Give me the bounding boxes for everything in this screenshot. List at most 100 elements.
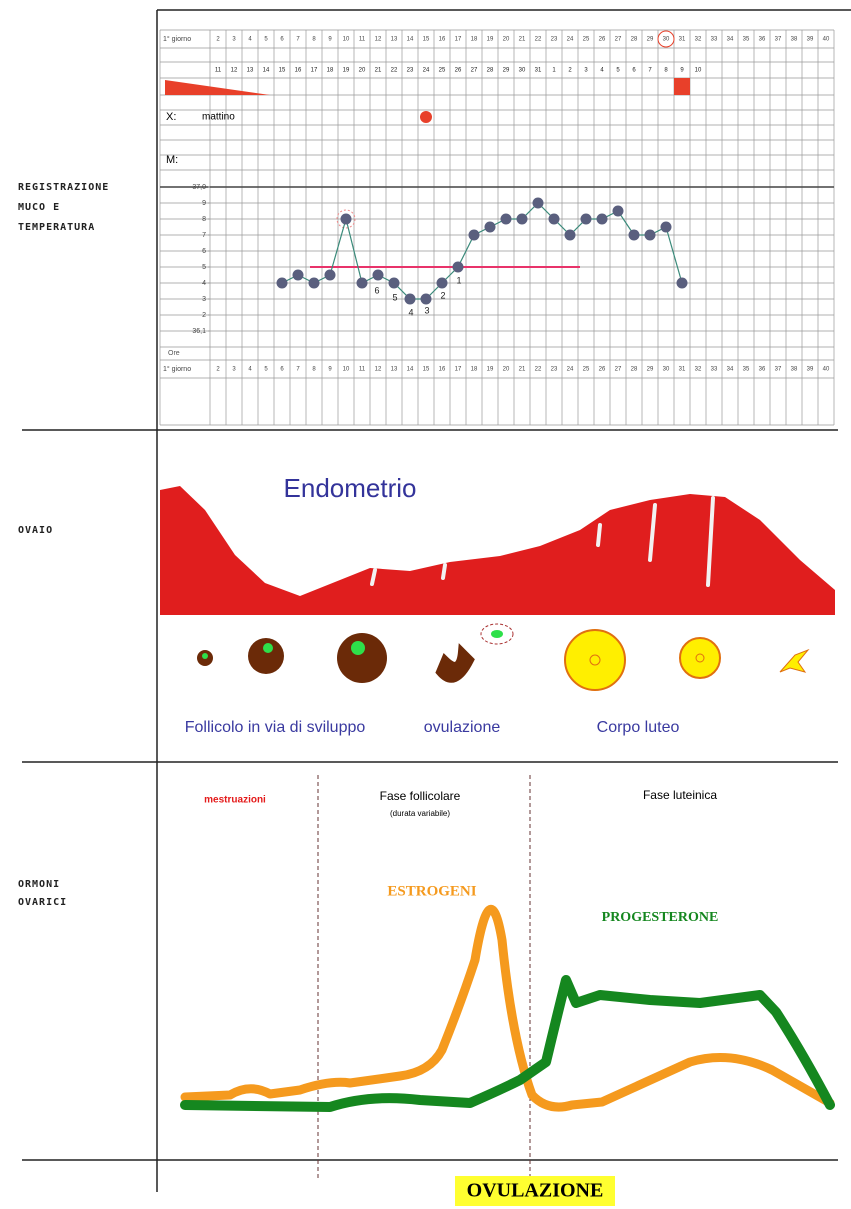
day-number: 31 (679, 367, 686, 373)
day-number: 26 (599, 37, 606, 43)
section-label: ORMONI (18, 879, 60, 890)
day-number: 29 (647, 367, 654, 373)
endometrium (160, 486, 835, 615)
day-number: 13 (391, 37, 398, 43)
day-number: 14 (407, 367, 414, 373)
y-tick-label: 6 (202, 248, 206, 255)
day-number: 2 (216, 367, 220, 373)
date-number: 11 (215, 68, 222, 74)
peak-count: 4 (408, 307, 413, 317)
day-number: 12 (375, 37, 382, 43)
day-number: 17 (455, 37, 462, 43)
date-number: 20 (359, 68, 366, 74)
section-label: MUCO E (18, 202, 60, 213)
endometrium-label: Endometrio (284, 473, 417, 503)
day-number: 10 (343, 37, 350, 43)
day-number: 20 (503, 37, 510, 43)
day-number: 4 (248, 367, 252, 373)
day-number: 16 (439, 367, 446, 373)
day-number: 12 (375, 367, 382, 373)
phase-label: Fase luteinica (643, 788, 717, 802)
day-number: 32 (695, 367, 702, 373)
y-tick-label: 3 (202, 296, 206, 303)
peak-highlight (336, 209, 356, 229)
day-number: 16 (439, 37, 446, 43)
day-number: 36 (759, 367, 766, 373)
y-tick-label: 2 (202, 312, 206, 319)
date-number: 12 (231, 68, 238, 74)
peak-count: 1 (456, 275, 461, 285)
day-number: 6 (280, 367, 284, 373)
marker-label: X: (166, 111, 176, 123)
day-number: 9 (328, 37, 332, 43)
temperature-point (420, 293, 432, 305)
footer-label: OVULAZIONE (467, 1180, 604, 1202)
day-number: 27 (615, 37, 622, 43)
day-number: 38 (791, 37, 798, 43)
day-number: 37 (775, 37, 782, 43)
peak-count: 6 (374, 285, 379, 295)
y-tick-label: 5 (202, 264, 206, 271)
day-number: 21 (519, 367, 526, 373)
day-number: 31 (679, 37, 686, 43)
day-number: 39 (807, 37, 814, 43)
date-number: 19 (343, 68, 350, 74)
day-number: 10 (343, 367, 350, 373)
peak-count: 3 (424, 305, 429, 315)
day-number: 26 (599, 367, 606, 373)
follicle-label: Follicolo in via di sviluppo (185, 719, 366, 736)
day-number: 8 (312, 37, 316, 43)
temperature-point (308, 277, 320, 289)
day-number: 22 (535, 367, 542, 373)
day-number: 5 (264, 37, 268, 43)
day-number: 25 (583, 37, 590, 43)
marker-dot (420, 111, 432, 123)
day-number: 15 (423, 367, 430, 373)
temperature-point (468, 229, 480, 241)
follicle-label: Corpo luteo (597, 719, 680, 736)
day-number: 20 (503, 367, 510, 373)
day-number: 15 (423, 37, 430, 43)
temperature-point (628, 229, 640, 241)
date-number: 6 (632, 68, 636, 74)
date-number: 23 (407, 68, 414, 74)
date-number: 4 (600, 68, 604, 74)
date-number: 25 (439, 68, 446, 74)
temperature-point (596, 213, 608, 225)
date-number: 5 (616, 68, 620, 74)
day-header: 1° giorno (163, 35, 191, 43)
peak-count: 5 (392, 292, 397, 302)
day-number: 6 (280, 37, 284, 43)
date-number: 13 (247, 68, 254, 74)
section-label: TEMPERATURA (18, 222, 95, 233)
y-tick-label: 7 (202, 232, 206, 239)
day-number: 34 (727, 367, 734, 373)
day-number: 14 (407, 37, 414, 43)
day-number: 11 (359, 367, 366, 373)
day-number: 35 (743, 37, 750, 43)
temperature-point (340, 213, 352, 225)
temperature-point (676, 277, 688, 289)
date-number: 7 (648, 68, 652, 74)
y-tick-label: 4 (202, 280, 206, 287)
day-number: 29 (647, 37, 654, 43)
date-number: 31 (535, 68, 542, 74)
date-number: 24 (423, 68, 430, 74)
day-number: 9 (328, 367, 332, 373)
temperature-point (660, 221, 672, 233)
date-number: 9 (680, 68, 684, 74)
date-number: 22 (391, 68, 398, 74)
day-number: 25 (583, 367, 590, 373)
temperature-point (356, 277, 368, 289)
day-number: 38 (791, 367, 798, 373)
temperature-point (564, 229, 576, 241)
day-number: 30 (663, 37, 670, 43)
day-header: 1° giorno (163, 365, 191, 373)
day-number: 3 (232, 367, 236, 373)
day-number: 3 (232, 37, 236, 43)
day-number: 28 (631, 37, 638, 43)
temperature-point (484, 221, 496, 233)
follicle-label: ovulazione (424, 719, 501, 736)
temperature-point (548, 213, 560, 225)
